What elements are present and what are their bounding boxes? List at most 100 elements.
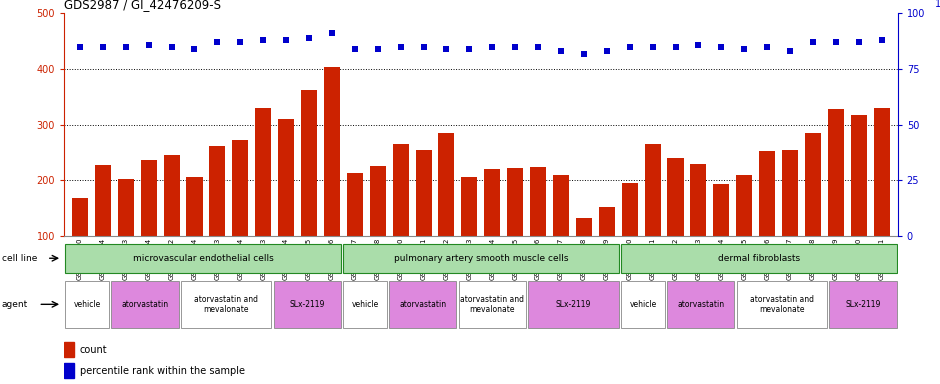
Bar: [65, 281, 109, 328]
Bar: [164, 156, 180, 292]
Bar: [95, 165, 111, 292]
Point: [324, 30, 339, 36]
Text: vehicle: vehicle: [629, 300, 656, 309]
Bar: [347, 173, 363, 292]
Bar: [599, 207, 615, 292]
Point: [370, 46, 385, 52]
Bar: [65, 243, 340, 273]
Point: [737, 46, 752, 52]
Bar: [343, 243, 619, 273]
Bar: [713, 184, 729, 292]
Bar: [278, 119, 294, 292]
Bar: [255, 108, 272, 292]
Point: [141, 41, 156, 48]
Bar: [873, 108, 889, 292]
Bar: [301, 90, 317, 292]
Bar: [621, 243, 897, 273]
Bar: [141, 160, 157, 292]
Text: atorvastatin and
mevalonate: atorvastatin and mevalonate: [461, 295, 525, 314]
Bar: [459, 281, 526, 328]
Point: [713, 44, 728, 50]
Point: [416, 44, 431, 50]
Bar: [393, 144, 409, 292]
Bar: [389, 281, 457, 328]
Point: [828, 39, 843, 45]
Bar: [667, 158, 683, 292]
Point: [72, 44, 87, 50]
Point: [852, 39, 867, 45]
Bar: [851, 115, 867, 292]
Text: percentile rank within the sample: percentile rank within the sample: [80, 366, 245, 376]
Bar: [667, 281, 734, 328]
Point: [645, 44, 660, 50]
Text: vehicle: vehicle: [73, 300, 101, 309]
Bar: [210, 146, 226, 292]
Bar: [760, 151, 776, 292]
Point: [600, 48, 615, 55]
Point: [508, 44, 523, 50]
Bar: [112, 281, 179, 328]
Bar: [829, 281, 897, 328]
Bar: [64, 342, 74, 357]
Point: [233, 39, 248, 45]
Point: [622, 44, 637, 50]
Bar: [690, 164, 707, 292]
Bar: [576, 218, 592, 292]
Point: [576, 50, 591, 56]
Bar: [186, 177, 202, 292]
Point: [485, 44, 500, 50]
Point: [302, 35, 317, 41]
Bar: [180, 281, 272, 328]
Text: atorvastatin and
mevalonate: atorvastatin and mevalonate: [194, 295, 258, 314]
Point: [256, 37, 271, 43]
Text: atorvastatin: atorvastatin: [121, 300, 168, 309]
Point: [278, 37, 293, 43]
Text: GDS2987 / GI_42476209-S: GDS2987 / GI_42476209-S: [64, 0, 221, 11]
Bar: [118, 179, 133, 292]
Text: dermal fibroblasts: dermal fibroblasts: [717, 254, 800, 263]
Bar: [621, 281, 665, 328]
Point: [118, 44, 133, 50]
Bar: [828, 109, 844, 292]
Text: count: count: [80, 345, 107, 355]
Point: [782, 48, 797, 55]
Bar: [232, 141, 248, 292]
Bar: [530, 167, 546, 292]
Bar: [274, 281, 340, 328]
Bar: [438, 133, 454, 292]
Point: [187, 46, 202, 52]
Point: [164, 44, 180, 50]
Point: [393, 44, 408, 50]
Text: vehicle: vehicle: [352, 300, 379, 309]
Bar: [508, 168, 524, 292]
Text: agent: agent: [2, 300, 28, 309]
Text: microvascular endothelial cells: microvascular endothelial cells: [133, 254, 274, 263]
Bar: [736, 175, 752, 292]
Bar: [484, 169, 500, 292]
Bar: [782, 150, 798, 292]
Point: [530, 44, 545, 50]
Bar: [324, 67, 340, 292]
Text: atorvastatin and
mevalonate: atorvastatin and mevalonate: [750, 295, 814, 314]
Point: [347, 46, 362, 52]
Point: [874, 37, 889, 43]
Bar: [343, 281, 387, 328]
Bar: [645, 144, 661, 292]
Point: [668, 44, 683, 50]
Bar: [369, 166, 385, 292]
Bar: [72, 198, 88, 292]
Point: [554, 48, 569, 55]
Text: SLx-2119: SLx-2119: [845, 300, 881, 309]
Point: [210, 39, 225, 45]
Text: atorvastatin: atorvastatin: [400, 300, 446, 309]
Point: [439, 46, 454, 52]
Bar: [805, 133, 821, 292]
Point: [691, 41, 706, 48]
Bar: [553, 175, 569, 292]
Bar: [737, 281, 827, 328]
Text: atorvastatin: atorvastatin: [678, 300, 725, 309]
Point: [806, 39, 821, 45]
Bar: [64, 363, 74, 378]
Text: cell line: cell line: [2, 254, 38, 263]
Bar: [462, 177, 478, 292]
